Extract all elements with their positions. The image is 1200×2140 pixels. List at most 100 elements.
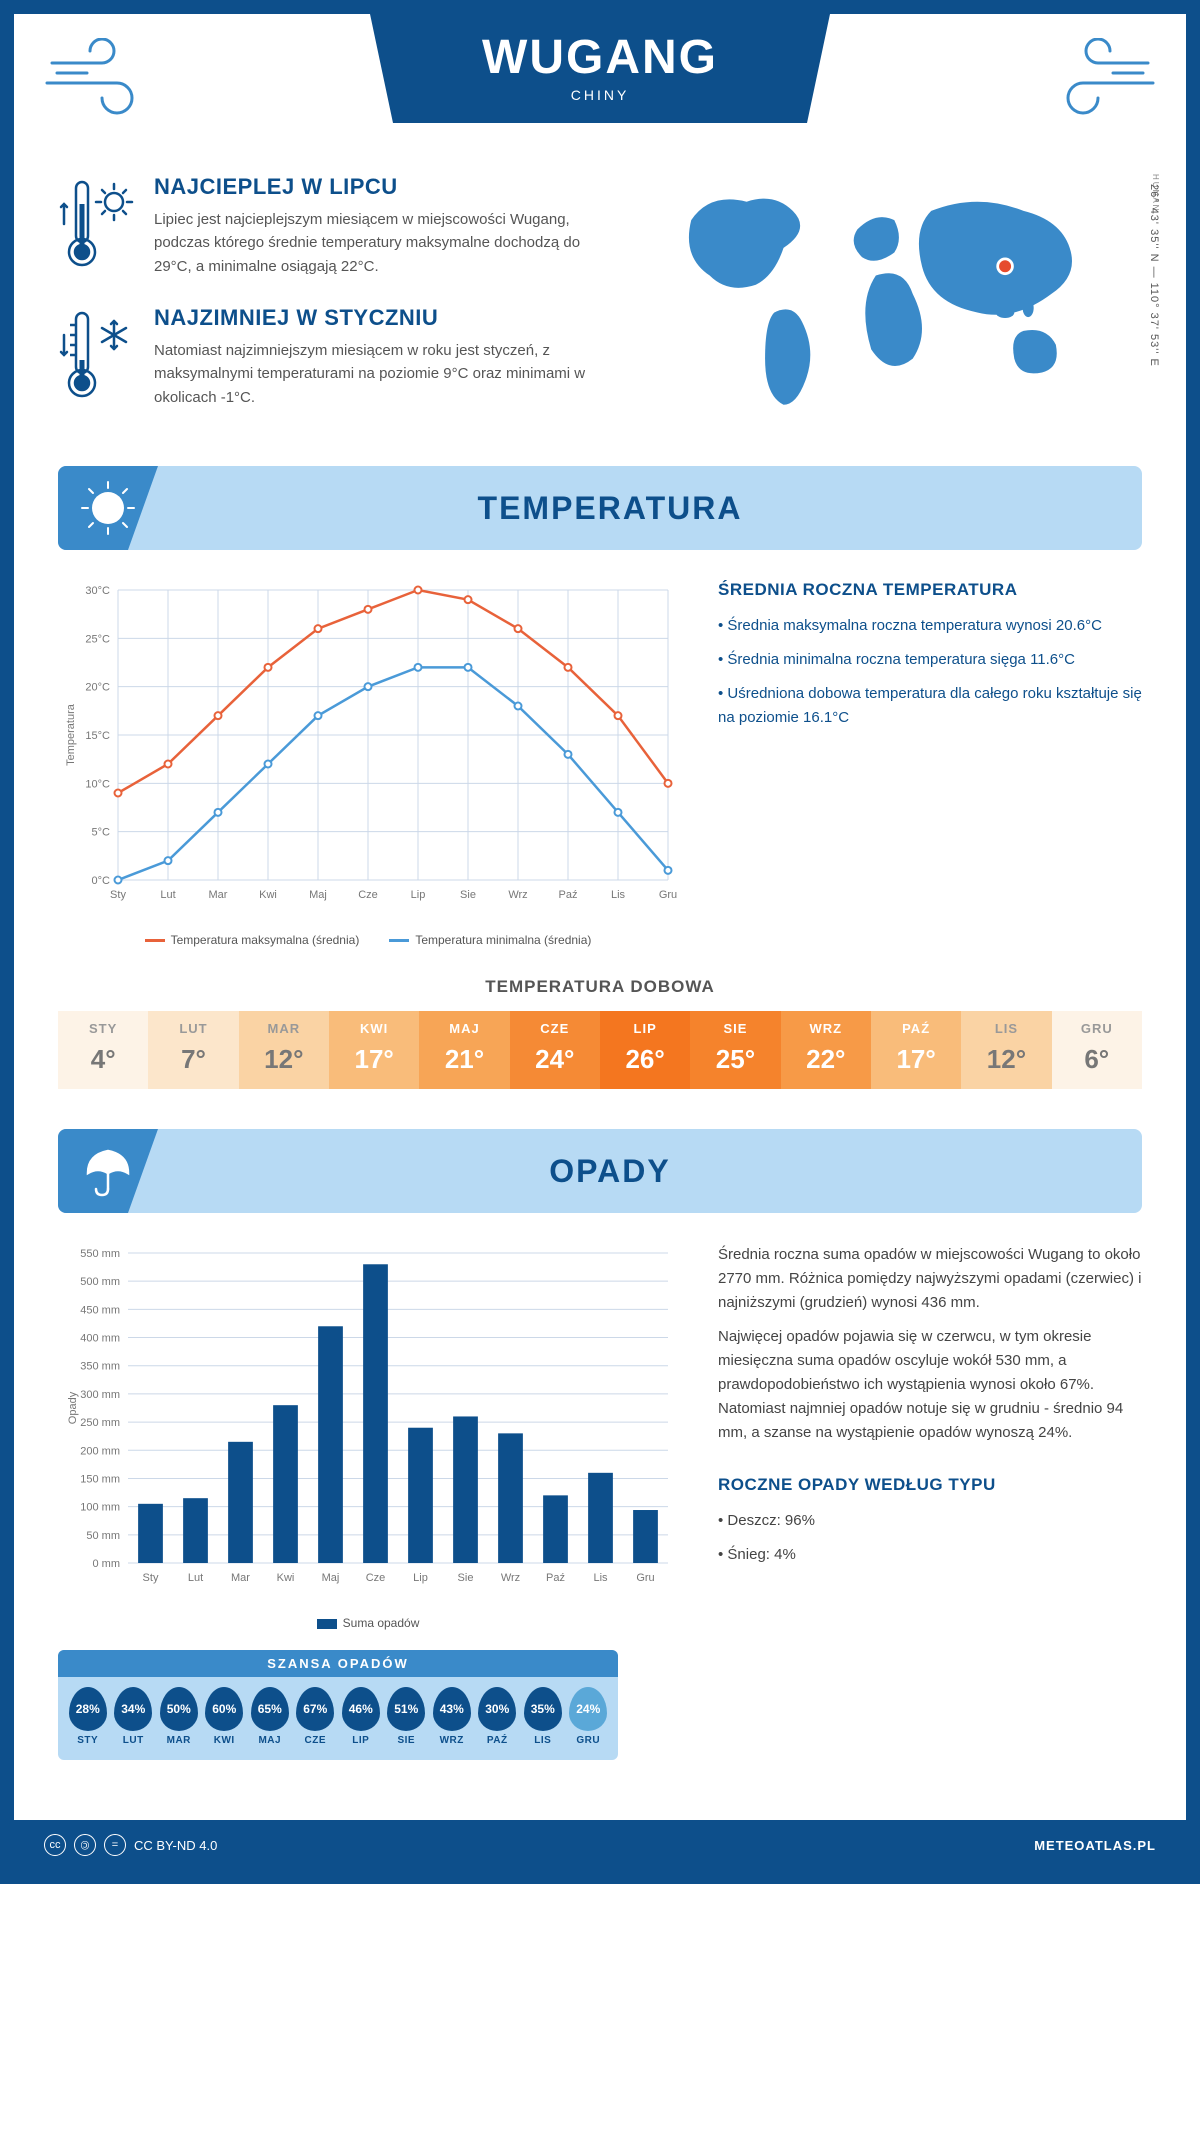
svg-text:Cze: Cze xyxy=(358,889,378,901)
rain-drop-cell: 43%WRZ xyxy=(430,1687,474,1746)
precip-legend: Suma opadów xyxy=(58,1616,678,1630)
umbrella-icon xyxy=(58,1129,158,1213)
temperature-chart-row: 0°C5°C10°C15°C20°C25°C30°CStyLutMarKwiMa… xyxy=(58,580,1142,947)
footer: cc 🄯 = CC BY-ND 4.0 METEOATLAS.PL xyxy=(14,1820,1186,1870)
license-block: cc 🄯 = CC BY-ND 4.0 xyxy=(44,1834,217,1856)
svg-text:Lis: Lis xyxy=(593,1572,608,1584)
warmest-block: NAJCIEPLEJ W LIPCU Lipiec jest najcieple… xyxy=(58,174,598,279)
svg-text:100 mm: 100 mm xyxy=(80,1502,120,1514)
rain-drop-cell: 34%LUT xyxy=(112,1687,156,1746)
svg-text:Maj: Maj xyxy=(322,1572,340,1584)
temp-summary-title: ŚREDNIA ROCZNA TEMPERATURA xyxy=(718,580,1142,600)
rain-drop-cell: 35%LIS xyxy=(521,1687,565,1746)
svg-text:5°C: 5°C xyxy=(92,827,111,839)
coordinates-label: 26° 43' 35'' N — 110° 37' 53'' E xyxy=(1148,184,1160,367)
temperature-title: TEMPERATURA xyxy=(158,490,1142,527)
svg-text:Kwi: Kwi xyxy=(259,889,277,901)
heat-cell: KWI17° xyxy=(329,1011,419,1089)
heat-cell: MAR12° xyxy=(239,1011,329,1089)
map-column: HUNAN 26° 43' 35'' N — 110° 37' 53'' E xyxy=(628,174,1142,436)
svg-text:25°C: 25°C xyxy=(85,633,110,645)
svg-text:Sie: Sie xyxy=(460,889,476,901)
precip-type-1: • Deszcz: 96% xyxy=(718,1509,1142,1533)
heat-cell: LIS12° xyxy=(961,1011,1051,1089)
coldest-text: Natomiast najzimniejszym miesiącem w rok… xyxy=(154,339,598,409)
svg-text:500 mm: 500 mm xyxy=(80,1276,120,1288)
svg-text:Sie: Sie xyxy=(458,1572,474,1584)
rain-drop-cell: 30%PAŹ xyxy=(476,1687,520,1746)
rain-chance-title: SZANSA OPADÓW xyxy=(58,1650,618,1677)
temperature-legend: Temperatura maksymalna (średnia) Tempera… xyxy=(58,933,678,947)
heat-cell: LIP26° xyxy=(600,1011,690,1089)
svg-text:Kwi: Kwi xyxy=(277,1572,295,1584)
heat-cell: CZE24° xyxy=(510,1011,600,1089)
heat-cell: MAJ21° xyxy=(419,1011,509,1089)
svg-text:Opady: Opady xyxy=(67,1391,79,1424)
intro-text-column: NAJCIEPLEJ W LIPCU Lipiec jest najcieple… xyxy=(58,174,598,436)
rain-drop-cell: 60%KWI xyxy=(203,1687,247,1746)
rain-chance-panel: SZANSA OPADÓW 28%STY34%LUT50%MAR60%KWI65… xyxy=(58,1650,618,1760)
title-banner: WUGANG CHINY xyxy=(370,14,830,123)
precipitation-row: 0 mm50 mm100 mm150 mm200 mm250 mm300 mm3… xyxy=(58,1243,1142,1760)
temperature-line-chart: 0°C5°C10°C15°C20°C25°C30°CStyLutMarKwiMa… xyxy=(58,580,678,947)
svg-text:Lut: Lut xyxy=(188,1572,203,1584)
thermometer-hot-icon xyxy=(58,174,136,279)
svg-text:150 mm: 150 mm xyxy=(80,1473,120,1485)
svg-text:Temperatura: Temperatura xyxy=(65,703,77,766)
heat-cell: GRU6° xyxy=(1052,1011,1142,1089)
rain-drop-cell: 24%GRU xyxy=(567,1687,611,1746)
warmest-title: NAJCIEPLEJ W LIPCU xyxy=(154,174,598,200)
precip-p2: Najwięcej opadów pojawia się w czerwcu, … xyxy=(718,1325,1142,1445)
rain-drop-cell: 50%MAR xyxy=(157,1687,201,1746)
cc-icon: cc xyxy=(44,1834,66,1856)
svg-text:Paź: Paź xyxy=(559,889,578,901)
svg-text:200 mm: 200 mm xyxy=(80,1445,120,1457)
svg-text:0 mm: 0 mm xyxy=(93,1558,121,1570)
heat-cell: SIE25° xyxy=(690,1011,780,1089)
rain-chance-drops: 28%STY34%LUT50%MAR60%KWI65%MAJ67%CZE46%L… xyxy=(58,1677,618,1750)
svg-text:Lip: Lip xyxy=(413,1572,428,1584)
heat-cell: PAŹ17° xyxy=(871,1011,961,1089)
svg-text:Mar: Mar xyxy=(231,1572,250,1584)
svg-text:Lip: Lip xyxy=(411,889,426,901)
intro-row: NAJCIEPLEJ W LIPCU Lipiec jest najcieple… xyxy=(58,174,1142,436)
content: NAJCIEPLEJ W LIPCU Lipiec jest najcieple… xyxy=(14,144,1186,1820)
precipitation-summary: Średnia roczna suma opadów w miejscowośc… xyxy=(718,1243,1142,1760)
heat-cell: STY4° xyxy=(58,1011,148,1089)
svg-text:450 mm: 450 mm xyxy=(80,1304,120,1316)
svg-text:Paź: Paź xyxy=(546,1572,565,1584)
precip-type-title: ROCZNE OPADY WEDŁUG TYPU xyxy=(718,1475,1142,1495)
page-container: WUGANG CHINY NAJCIEPLEJ W LIPCU Lipiec j… xyxy=(0,0,1200,1884)
svg-text:350 mm: 350 mm xyxy=(80,1361,120,1373)
precip-type-2: • Śnieg: 4% xyxy=(718,1543,1142,1567)
svg-text:550 mm: 550 mm xyxy=(80,1248,120,1260)
location-marker-icon xyxy=(998,259,1013,274)
precipitation-section-header: OPADY xyxy=(58,1129,1142,1213)
svg-text:50 mm: 50 mm xyxy=(86,1530,120,1542)
precip-p1: Średnia roczna suma opadów w miejscowośc… xyxy=(718,1243,1142,1315)
by-icon: 🄯 xyxy=(74,1834,96,1856)
thermometer-cold-icon xyxy=(58,305,136,410)
svg-text:Gru: Gru xyxy=(659,889,677,901)
svg-text:Mar: Mar xyxy=(209,889,228,901)
svg-text:30°C: 30°C xyxy=(85,585,110,597)
svg-text:Lis: Lis xyxy=(611,889,626,901)
temp-bullet-1: • Średnia maksymalna roczna temperatura … xyxy=(718,614,1142,638)
legend-precip: Suma opadów xyxy=(343,1616,420,1630)
sun-icon xyxy=(58,466,158,550)
rain-drop-cell: 67%CZE xyxy=(294,1687,338,1746)
temperature-section-header: TEMPERATURA xyxy=(58,466,1142,550)
precipitation-title: OPADY xyxy=(158,1153,1142,1190)
nd-icon: = xyxy=(104,1834,126,1856)
svg-text:Wrz: Wrz xyxy=(508,889,527,901)
temp-bullet-2: • Średnia minimalna roczna temperatura s… xyxy=(718,648,1142,672)
svg-text:10°C: 10°C xyxy=(85,778,110,790)
svg-text:Wrz: Wrz xyxy=(501,1572,520,1584)
temp-bullet-3: • Uśredniona dobowa temperatura dla całe… xyxy=(718,682,1142,730)
svg-text:15°C: 15°C xyxy=(85,730,110,742)
svg-text:0°C: 0°C xyxy=(92,875,111,887)
svg-text:Gru: Gru xyxy=(636,1572,654,1584)
daily-temp-title: TEMPERATURA DOBOWA xyxy=(58,977,1142,997)
coldest-title: NAJZIMNIEJ W STYCZNIU xyxy=(154,305,598,331)
rain-drop-cell: 46%LIP xyxy=(339,1687,383,1746)
